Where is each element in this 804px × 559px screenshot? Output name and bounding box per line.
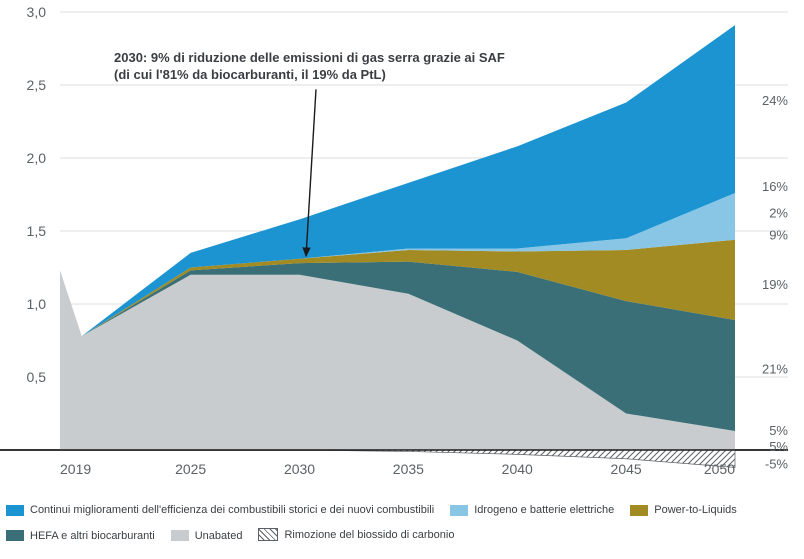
legend-swatch-hydrogen [450, 505, 468, 516]
emissions-stacked-area-chart: 0,5 1,0 1,5 2,0 2,5 3,0 2019 2025 2030 2035 2040 20… [0, 0, 804, 559]
svg-text:2035: 2035 [393, 461, 424, 477]
legend-swatch-unabated [171, 530, 189, 541]
right-pct-label: 19% [762, 277, 788, 292]
legend-label-removal: Rimozione del biossido di carbonio [284, 524, 454, 546]
legend-label-efficiency: Continui miglioramenti dell'efficienza d… [30, 499, 434, 521]
legend-item-efficiency: Continui miglioramenti dell'efficienza d… [6, 499, 434, 521]
right-pct-label: 16% [762, 179, 788, 194]
svg-text:2040: 2040 [502, 461, 533, 477]
legend-label-hydrogen: Idrogeno e batterie elettriche [474, 499, 614, 521]
svg-text:1,0: 1,0 [27, 296, 47, 312]
legend-swatch-removal [258, 528, 278, 541]
chart-legend: Continui miglioramenti dell'efficienza d… [6, 499, 798, 549]
svg-text:2030: 2030 [284, 461, 315, 477]
legend-swatch-ptl [630, 505, 648, 516]
svg-text:1,5: 1,5 [27, 223, 47, 239]
annotation-2030-saf: 2030: 9% di riduzione delle emissioni di… [114, 49, 505, 83]
right-pct-label: -5% [765, 457, 789, 472]
svg-text:2025: 2025 [175, 461, 206, 477]
legend-label-ptl: Power-to-Liquids [654, 499, 737, 521]
legend-item-ptl: Power-to-Liquids [630, 499, 737, 521]
legend-swatch-hefa [6, 530, 24, 541]
svg-text:2,5: 2,5 [27, 77, 47, 93]
annotation-line-2: (di cui l'81% da biocarburanti, il 19% d… [114, 67, 386, 82]
right-pct-label: 21% [762, 362, 788, 377]
svg-text:2045: 2045 [611, 461, 642, 477]
right-pct-label: 2% [769, 205, 788, 220]
svg-text:2019: 2019 [60, 461, 91, 477]
legend-swatch-efficiency [6, 505, 24, 516]
right-pct-label: 5% [769, 423, 788, 438]
right-pct-label: 24% [762, 93, 788, 108]
legend-item-removal: Rimozione del biossido di carbonio [258, 524, 454, 546]
svg-text:2050: 2050 [704, 461, 735, 477]
legend-label-hefa: HEFA e altri biocarburanti [30, 525, 155, 547]
right-pct-label: 9% [769, 227, 788, 242]
legend-item-hefa: HEFA e altri biocarburanti [6, 525, 155, 547]
svg-text:3,0: 3,0 [27, 4, 47, 20]
right-pct-label: 5% [769, 439, 788, 454]
legend-label-unabated: Unabated [195, 525, 243, 547]
svg-text:2,0: 2,0 [27, 150, 47, 166]
annotation-line-1: 2030: 9% di riduzione delle emissioni di… [114, 50, 505, 65]
legend-item-unabated: Unabated [171, 525, 243, 547]
legend-item-hydrogen: Idrogeno e batterie elettriche [450, 499, 614, 521]
svg-text:0,5: 0,5 [27, 369, 47, 385]
